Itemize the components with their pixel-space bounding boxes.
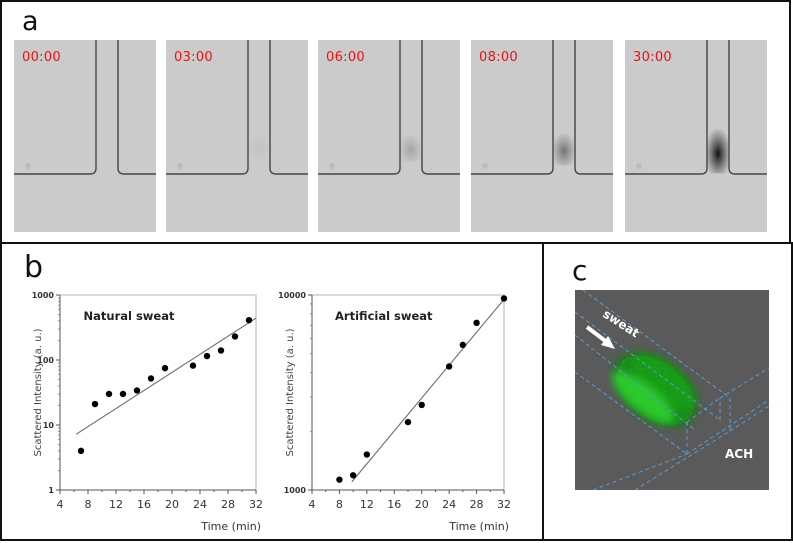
svg-text:4: 4 — [57, 498, 64, 511]
svg-text:100: 100 — [37, 356, 54, 365]
svg-text:24: 24 — [193, 498, 207, 511]
svg-text:8: 8 — [336, 498, 343, 511]
svg-text:Artificial sweat: Artificial sweat — [335, 309, 433, 323]
panel-c: c sweat ACH — [542, 242, 793, 541]
timestamp-label: 00:00 — [22, 50, 61, 65]
svg-text:Natural sweat: Natural sweat — [84, 309, 175, 323]
svg-text:Scattered Intensity (a. u.): Scattered Intensity (a. u.) — [285, 328, 296, 456]
svg-text:12: 12 — [109, 498, 123, 511]
panel-a: a 00:00 03:00 06:00 08:00 30:00 — [0, 0, 791, 244]
svg-text:Time (min): Time (min) — [448, 520, 509, 533]
svg-text:4: 4 — [309, 498, 316, 511]
microscopy-frame: 08:00 — [471, 40, 613, 232]
svg-text:28: 28 — [221, 498, 235, 511]
confocal-image: sweat ACH — [575, 290, 769, 490]
svg-text:20: 20 — [165, 498, 179, 511]
ach-region-label: ACH — [725, 447, 753, 461]
microscopy-frame: 06:00 — [318, 40, 460, 232]
svg-text:1000: 1000 — [284, 486, 307, 495]
panel-b-label: b — [24, 250, 44, 285]
panel-b: b 4 8 12 16 20 24 28 32 1 10 100 1000 Scattered Inte… — [0, 242, 544, 541]
svg-text:12: 12 — [360, 498, 374, 511]
timestamp-label: 08:00 — [479, 50, 518, 65]
svg-text:20: 20 — [415, 498, 429, 511]
svg-text:8: 8 — [85, 498, 92, 511]
timestamp-label: 03:00 — [174, 50, 213, 65]
svg-text:32: 32 — [497, 498, 511, 511]
svg-text:Time (min): Time (min) — [200, 520, 261, 533]
svg-text:10: 10 — [43, 421, 55, 430]
svg-text:Scattered Intensity (a. u.): Scattered Intensity (a. u.) — [33, 328, 44, 456]
microscopy-frame: 03:00 — [166, 40, 308, 232]
svg-text:1000: 1000 — [32, 291, 55, 300]
sweat-flow-label: sweat — [600, 307, 642, 341]
svg-text:28: 28 — [470, 498, 484, 511]
svg-text:10000: 10000 — [278, 291, 306, 300]
svg-text:32: 32 — [249, 498, 263, 511]
panel-a-label: a — [22, 6, 39, 37]
panel-c-label: c — [572, 254, 588, 287]
svg-text:1: 1 — [48, 486, 54, 495]
svg-text:16: 16 — [137, 498, 151, 511]
microscopy-frame: 00:00 — [14, 40, 156, 232]
timestamp-label: 30:00 — [633, 50, 672, 65]
svg-text:24: 24 — [442, 498, 456, 511]
microscopy-frame: 30:00 — [625, 40, 767, 232]
timestamp-label: 06:00 — [326, 50, 365, 65]
svg-text:16: 16 — [387, 498, 401, 511]
